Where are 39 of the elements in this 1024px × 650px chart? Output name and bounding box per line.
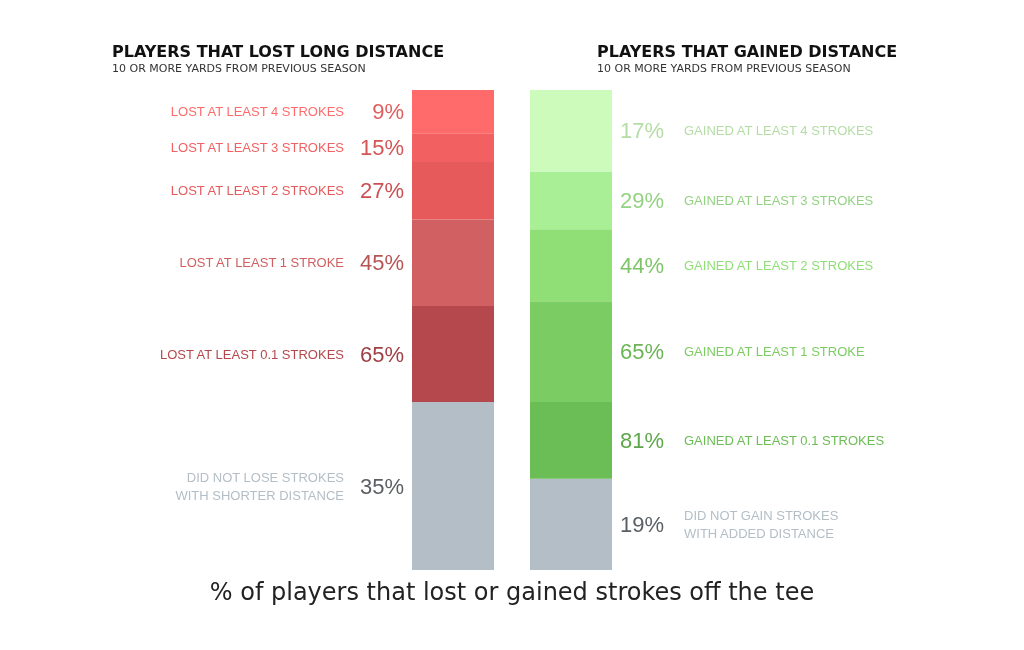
text: 45% [359,250,404,276]
text: 44% [620,252,665,278]
text: 65% [359,341,404,367]
text: 27% [359,178,404,204]
bar [530,478,612,570]
text: LOST AT LEAST 1 STROKE [179,255,345,271]
bar [412,162,494,220]
bar [530,301,612,402]
text: GAINED AT LEAST 3 STROKES [684,192,874,208]
text: GAINED AT LEAST 1 STROKE [684,344,865,360]
text: GAINED AT LEAST 2 STROKES [684,257,874,273]
text: 17% [620,118,665,144]
text: LOST AT LEAST 3 STROKES [170,140,345,156]
bar [530,171,612,230]
text: 15% [359,135,404,161]
text: 10 OR MORE YARDS FROM PREVIOUS SEASON [597,62,851,75]
text: DID NOT GAIN STROKES WITH ADDED DISTANCE [684,507,839,541]
text: 19% [620,511,665,537]
text: 9% [372,99,404,125]
text: LOST AT LEAST 2 STROKES [170,183,345,199]
text: GAINED AT LEAST 4 STROKES [684,123,874,139]
text: PLAYERS THAT GAINED DISTANCE [597,41,898,61]
text: GAINED AT LEAST 0.1 STROKES [684,432,885,448]
bar [412,306,494,402]
bar [412,402,494,570]
text: % of players that lost or gained strokes off the tee [208,578,816,606]
text: LOST AT LEAST 0.1 STROKES [159,346,345,362]
text: DID NOT LOSE STROKES WITH SHORTER DISTANCE [175,469,345,503]
bar [530,90,612,172]
bar [530,402,612,479]
text: LOST AT LEAST 4 STROKES [170,104,345,120]
text: 29% [620,187,665,213]
bar [412,219,494,306]
text: 65% [620,339,665,365]
text: 81% [620,427,665,453]
text: PLAYERS THAT LOST LONG DISTANCE [112,41,445,61]
bar [530,229,612,302]
text: 10 OR MORE YARDS FROM PREVIOUS SEASON [112,62,366,75]
text: 35% [359,473,404,499]
